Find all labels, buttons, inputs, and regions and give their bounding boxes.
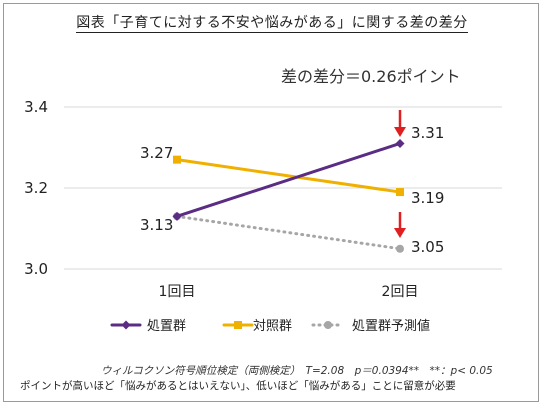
data-label: 3.27: [140, 144, 173, 162]
data-point: [396, 188, 404, 197]
y-tick-label: 3.2: [24, 179, 48, 197]
legend-label: 処置群予測値: [352, 318, 430, 334]
y-tick-label: 3.4: [24, 98, 48, 116]
series-line: [175, 158, 402, 194]
footnote-test: ウィルコクソン符号順位検定（両側検定） T=2.08 p＝0.0394** **…: [101, 365, 493, 377]
x-tick-label: 2回目: [382, 284, 419, 300]
footnote-note: ポイントが高いほど「悩みがあるとはいえない」、低いほど「悩みがある」ことに留意が…: [20, 380, 456, 392]
chart-title: 図表「子育てに対する不安や悩みがある」に関する差の差分: [76, 15, 468, 33]
data-point: [173, 155, 181, 164]
x-tick-label: 1回目: [159, 284, 196, 300]
data-point: [396, 244, 404, 253]
y-tick-label: 3.0: [24, 260, 48, 278]
series-line: [175, 214, 402, 251]
data-label: 3.05: [411, 238, 444, 256]
legend-label: 処置群: [147, 319, 186, 334]
legend-label: 対照群: [253, 319, 292, 334]
arrow-head: [394, 228, 406, 238]
data-label: 3.13: [140, 216, 173, 234]
difference-annotation: 差の差分＝0.26ポイント: [281, 67, 461, 86]
series-line: [175, 141, 402, 218]
data-point: [172, 211, 182, 221]
data-point: [395, 138, 405, 148]
legend-marker: [324, 321, 332, 329]
chart-frame: [3, 3, 539, 402]
data-label: 3.19: [411, 189, 444, 207]
legend-marker: [121, 320, 131, 330]
arrow-head: [394, 127, 406, 137]
data-label: 3.31: [411, 124, 444, 142]
legend-marker: [234, 321, 242, 329]
